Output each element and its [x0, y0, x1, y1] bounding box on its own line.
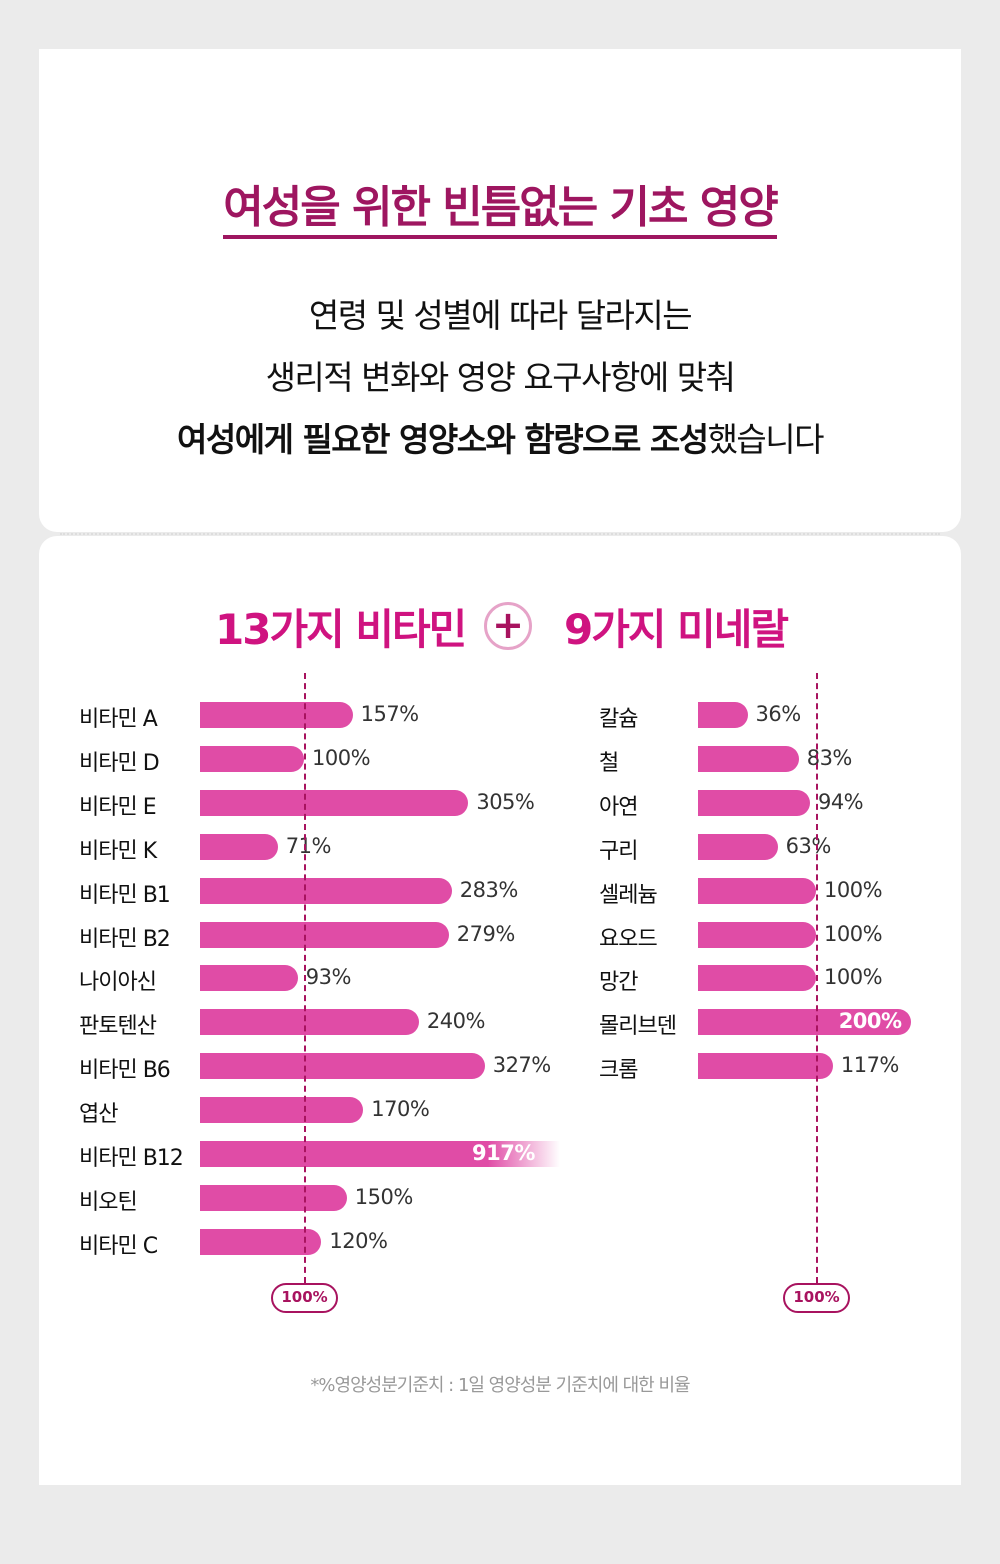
bar-label: 판토텐산	[79, 1014, 157, 1040]
bar-value: 157%	[360, 702, 420, 726]
reference-label: 100%	[271, 1283, 338, 1313]
intro-line-3-rest: 했습니다	[707, 420, 825, 459]
bar	[200, 702, 353, 728]
footnote: *%영양성분기준치 : 1일 영양성분 기준치에 대한 비율	[310, 1375, 690, 1396]
bar-label: 아연	[599, 794, 638, 820]
bar-value: 117%	[840, 1053, 900, 1078]
bar	[200, 1097, 364, 1124]
bar-value: 36%	[755, 702, 802, 726]
bar-value: 83%	[806, 745, 853, 770]
bar	[698, 877, 816, 904]
reference-line	[816, 673, 818, 1283]
bar-label: 비오틴	[79, 1189, 138, 1215]
bar-value: 327%	[492, 1053, 552, 1078]
bar-label: 나이아신	[79, 970, 157, 996]
intro-card: 여성을 위한 빈틈없는 기초 영양 연령 및 성별에 따라 달라지는 생리적 변…	[39, 49, 961, 532]
bar-value: 71%	[285, 833, 332, 858]
bar-label: 망간	[599, 970, 638, 996]
bar-value: 63%	[785, 833, 832, 858]
bar-value: 94%	[817, 789, 864, 814]
reference-label: 100%	[783, 1283, 850, 1313]
bar-value: 100%	[824, 921, 883, 946]
bar-label: 비타민 A	[79, 707, 158, 732]
bar-label: 비타민 B2	[79, 926, 171, 952]
bar	[200, 1141, 560, 1167]
dotted-divider	[60, 533, 940, 535]
bar	[200, 921, 449, 948]
bar-value: 200%	[838, 1009, 902, 1034]
bar	[200, 877, 452, 904]
bar-value: 100%	[824, 965, 883, 990]
bar-label: 엽산	[79, 1102, 118, 1128]
bar-value: 279%	[456, 921, 516, 946]
bar-label: 비타민 E	[79, 794, 157, 820]
chart-card: 13가지 비타민 + 9가지 미네랄 비타민 A 157% 비타민 D 100% 비타민…	[39, 536, 961, 1485]
bar	[698, 789, 810, 816]
bar-value: 170%	[371, 1097, 430, 1122]
vitamin-heading: 13가지 비타민	[215, 605, 467, 654]
mineral-heading: 9가지 미네랄	[564, 605, 789, 654]
bar-label: 비타민 B6	[79, 1058, 171, 1084]
bar	[200, 1009, 419, 1036]
bar	[698, 833, 778, 860]
bar	[698, 1053, 833, 1080]
bar-value: 305%	[476, 789, 535, 814]
bar-value: 100%	[824, 877, 883, 902]
bar	[200, 745, 304, 772]
bar-label: 비타민 K	[79, 838, 157, 864]
bar	[698, 1009, 911, 1036]
bar-value: 120%	[329, 1228, 388, 1253]
bar	[200, 965, 298, 992]
bar-value: 150%	[354, 1184, 414, 1209]
bar	[200, 1228, 322, 1255]
bar	[698, 702, 748, 728]
bar	[698, 965, 816, 992]
reference-line	[304, 673, 306, 1283]
bar-label: 구리	[599, 838, 638, 864]
bar	[698, 745, 799, 772]
bar-label: 비타민 B12	[79, 1146, 184, 1171]
plus-circle-icon: +	[484, 602, 532, 650]
page-title: 여성을 위한 빈틈없는 기초 영양	[39, 171, 961, 239]
bar-label: 비타민 D	[79, 750, 160, 776]
bar-value: 100%	[312, 745, 371, 770]
intro-line-1: 연령 및 성별에 따라 달라지는	[308, 296, 693, 335]
bar-label: 철	[599, 750, 619, 776]
bar-label: 칼슘	[599, 707, 638, 732]
bar	[200, 1053, 485, 1080]
bar-label: 몰리브덴	[599, 1014, 677, 1040]
bar	[200, 789, 469, 816]
bar-label: 비타민 C	[79, 1233, 158, 1259]
bar-value: 240%	[426, 1009, 486, 1034]
bar	[200, 833, 278, 860]
bar-label: 크롬	[599, 1058, 638, 1084]
intro-line-3-bold: 여성에게 필요한 영양소와 함량으로 조성	[176, 420, 709, 459]
bar	[698, 921, 816, 948]
bar-value: 917%	[472, 1141, 535, 1165]
bar-label: 셀레늄	[599, 882, 658, 908]
bar-value: 283%	[459, 877, 519, 902]
intro-line-3: 여성에게 필요한 영양소와 함량으로 조성했습니다	[39, 413, 961, 461]
bar-label: 요오드	[599, 926, 658, 952]
bar-label: 비타민 B1	[79, 882, 171, 908]
bar	[200, 1184, 347, 1211]
intro-line-2: 생리적 변화와 영양 요구사항에 맞춰	[265, 358, 736, 397]
bar-value: 93%	[305, 965, 352, 990]
